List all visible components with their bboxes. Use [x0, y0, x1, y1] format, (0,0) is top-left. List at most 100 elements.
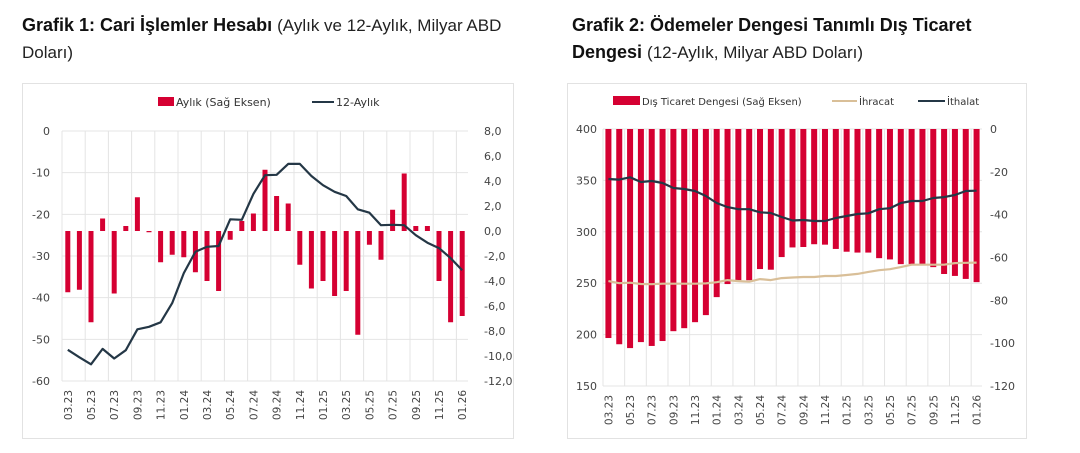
chart-1-bar: [274, 196, 280, 231]
chart-2-bar: [757, 129, 764, 270]
chart-2-right-tick-label: -80: [990, 294, 1008, 307]
chart-2-x-tick-label: 09.25: [928, 395, 940, 425]
chart-1-x-tick-label: 03.24: [202, 390, 214, 420]
chart-2-bar: [713, 129, 720, 298]
chart-2-left-tick-label: 250: [576, 277, 597, 290]
chart-1-x-tick-label: 01.25: [318, 390, 330, 420]
chart-1-bar: [181, 231, 187, 258]
chart-2-left-tick-label: 150: [576, 380, 597, 393]
chart-2-bar: [886, 129, 893, 260]
chart-2-bar: [637, 129, 644, 343]
chart-2-x-tick-label: 01.24: [712, 395, 724, 425]
chart-1-x-tick-label: 05.23: [86, 390, 98, 420]
chart-2-bar: [832, 129, 839, 249]
chart-1-bar: [332, 231, 338, 296]
chart-2-bar: [865, 129, 872, 253]
chart-2-right-tick-label: -100: [990, 337, 1015, 350]
chart-2-title-main: Grafik 2: Ödemeler Dengesi Tanımlı Dış T…: [572, 15, 972, 62]
chart-2-x-tick-label: 11.23: [690, 395, 702, 425]
chart-1-bar: [146, 231, 152, 233]
chart-2-bar: [800, 129, 807, 248]
chart-1-bar: [355, 231, 361, 335]
chart-1-bar: [250, 213, 256, 231]
chart-1-x-tick-label: 11.23: [156, 390, 168, 420]
chart-1-x-tick-label: 05.24: [225, 390, 237, 420]
chart-2-legend-label: Dış Ticaret Dengesi (Sağ Eksen): [642, 96, 802, 108]
chart-2-right-tick-label: -40: [990, 209, 1008, 222]
chart-1-bar: [204, 231, 210, 281]
chart-2-bar: [811, 129, 818, 245]
chart-1-x-tick-label: 03.25: [341, 390, 353, 420]
chart-1-bar: [262, 169, 268, 231]
chart-2-x-tick-label: 11.25: [950, 395, 962, 425]
chart-1-bar: [158, 231, 164, 263]
chart-2-x-tick-label: 03.25: [863, 395, 875, 425]
chart-2-x-tick-label: 01.26: [972, 395, 984, 425]
chart-2-bar: [648, 129, 655, 346]
chart-2-x-tick-label: 03.23: [603, 395, 615, 425]
chart-2-bar: [778, 129, 785, 258]
chart-2-legend-label: İhracat: [859, 95, 894, 108]
chart-2-bar: [973, 129, 980, 283]
chart-1-left-tick-label: 0: [43, 125, 50, 138]
chart-2-x-tick-label: 05.25: [885, 395, 897, 425]
chart-1-right-tick-label: -6,0: [484, 300, 505, 313]
chart-1-bar: [320, 231, 326, 281]
chart-1-legend-swatch-bar: [158, 97, 174, 106]
chart-1-legend-label: Aylık (Sağ Eksen): [176, 96, 271, 109]
chart-1-left-tick-label: -60: [32, 375, 50, 388]
chart-2-bar: [681, 129, 688, 329]
chart-1-x-tick-label: 01.26: [457, 390, 469, 420]
chart-2-legend-label: İthalat: [947, 95, 979, 108]
chart-1-right-tick-label: -8,0: [484, 325, 505, 338]
chart-2-bar: [659, 129, 666, 342]
chart-1-line-12-aylik: [67, 162, 463, 366]
chart-1-bar: [459, 231, 465, 316]
chart-1-right-tick-label: 8,0: [484, 125, 502, 138]
chart-2-x-tick-label: 03.24: [733, 395, 745, 425]
chart-2-bar: [854, 129, 861, 253]
chart-2-x-tick-label: 07.23: [647, 395, 659, 425]
chart-2-bar: [605, 129, 612, 339]
chart-1-left-tick-label: -30: [32, 250, 50, 263]
chart-1-bar: [123, 226, 129, 231]
chart-1-right-tick-label: 0,0: [484, 225, 502, 238]
chart-1-bar: [76, 231, 82, 290]
chart-2-bar: [897, 129, 904, 265]
chart-1-bar: [169, 231, 175, 255]
chart-1-bar: [366, 231, 372, 245]
chart-2-left-tick-label: 350: [576, 174, 597, 187]
chart-1-bar: [134, 197, 140, 231]
chart-1-x-tick-label: 01.24: [179, 390, 191, 420]
chart-2-bar: [962, 129, 969, 279]
chart-1-left-tick-label: -20: [32, 208, 50, 221]
chart-2-x-tick-label: 07.24: [777, 395, 789, 425]
chart-2-right-tick-label: -120: [990, 380, 1015, 393]
chart-2-bar: [702, 129, 709, 316]
chart-1-bar: [448, 231, 454, 323]
chart-2-bar: [767, 129, 774, 270]
chart-1-left-tick-label: -50: [32, 333, 50, 346]
chart-1-x-tick-label: 09.23: [132, 390, 144, 420]
chart-2-bar: [670, 129, 677, 332]
chart-1-right-tick-label: -4,0: [484, 275, 505, 288]
chart-1-bar: [216, 231, 222, 291]
chart-1-x-tick-label: 07.23: [109, 390, 121, 420]
chart-2-bar: [616, 129, 623, 345]
chart-1-x-tick-label: 09.24: [272, 390, 284, 420]
chart-2-x-tick-label: 05.23: [625, 395, 637, 425]
chart-1-left-tick-label: -40: [32, 292, 50, 305]
chart-1-x-tick-label: 05.25: [364, 390, 376, 420]
chart-1-right-tick-label: -2,0: [484, 250, 505, 263]
chart-2-left-tick-label: 200: [576, 329, 597, 342]
chart-2-x-tick-label: 11.24: [820, 395, 832, 425]
chart-2-right-tick-label: -20: [990, 166, 1008, 179]
chart-1-right-tick-label: 2,0: [484, 200, 502, 213]
chart-1-x-tick-label: 03.23: [63, 390, 75, 420]
chart-1-x-tick-label: 11.25: [434, 390, 446, 420]
chart-1-subtitle: (Aylık ve 12-Aylık, Milyar ABD Doları): [22, 16, 502, 62]
chart-2-x-tick-label: 09.23: [668, 395, 680, 425]
chart-2-bar: [919, 129, 926, 264]
chart-2-left-tick-label: 400: [576, 123, 597, 136]
